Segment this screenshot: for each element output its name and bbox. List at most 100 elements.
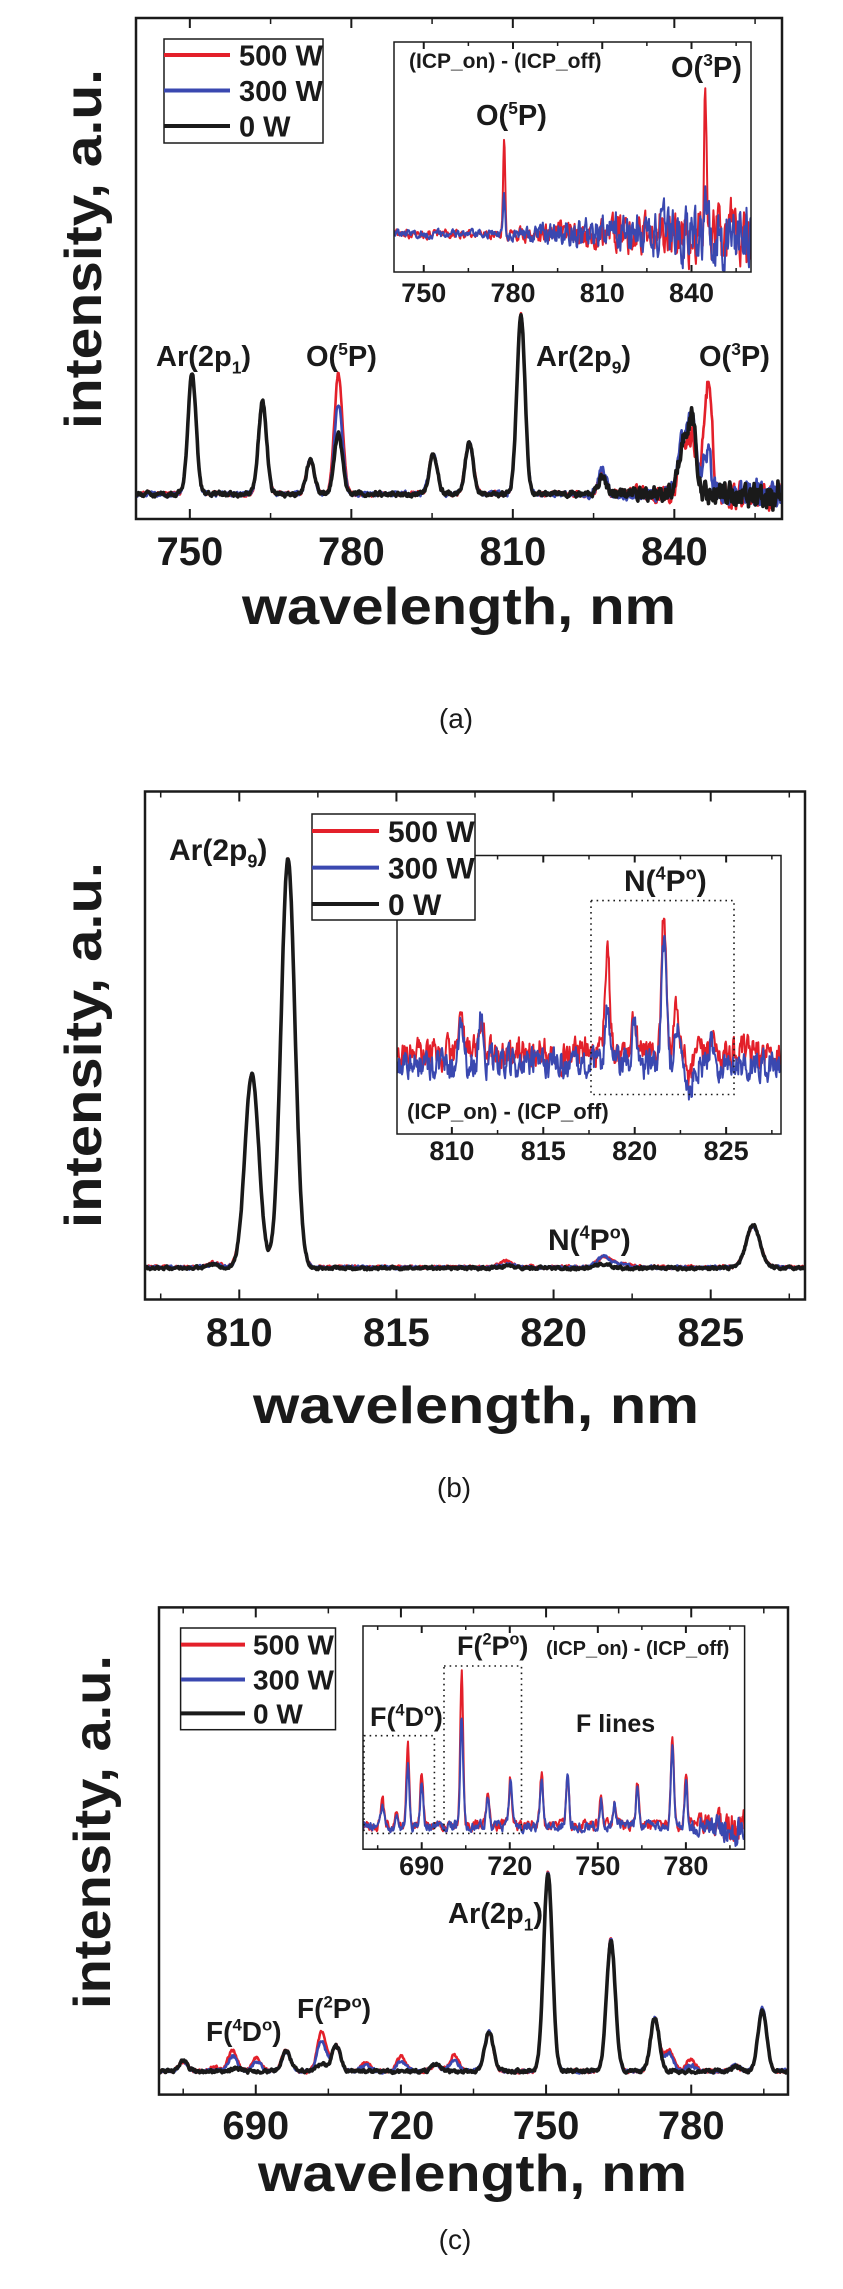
inset-annotation-part: o xyxy=(510,1631,520,1649)
legend-label: 300 W xyxy=(253,1665,334,1696)
legend-entry: 300 W xyxy=(164,76,323,108)
inset-annotation-part: 4 xyxy=(656,864,666,884)
peak-annotation-part: P) xyxy=(348,341,377,373)
inset-series-300w xyxy=(394,185,751,272)
inset-annotation-part: P xyxy=(666,865,686,898)
inset-x-tick-label: 720 xyxy=(487,1851,532,1881)
legend-entry: 300 W xyxy=(181,1665,334,1696)
dotted-highlight-box xyxy=(363,1734,436,1835)
legend-entry: 300 W xyxy=(312,852,475,885)
inset-annotation: F(2Po) xyxy=(457,1631,528,1661)
y-axis-label: intensity, a.u. xyxy=(64,1655,122,2009)
inset-x-tick-label: 780 xyxy=(663,1851,708,1881)
peak-annotation-part: 1 xyxy=(232,357,242,377)
inset-background xyxy=(363,1626,745,1850)
inset-annotation: N(4Po) xyxy=(624,864,707,898)
inset-annotation-part: P) xyxy=(713,52,742,84)
peak-annotation-part: N( xyxy=(548,1224,580,1257)
x-axis-label: wavelength, nm xyxy=(241,578,676,636)
inset-annotation-part: 4 xyxy=(395,1702,404,1720)
peak-annotation-part: P) xyxy=(741,341,770,373)
panel-b: 810 815 820 825 wavelength, nm intensity, a.u… xyxy=(55,790,807,1503)
peak-annotation-part: 5 xyxy=(338,339,348,359)
inset-annotation-part: ) xyxy=(434,1702,443,1732)
main-plot: 750 780 810 840 xyxy=(134,16,784,574)
peak-annotation: F(4Do) xyxy=(206,2015,282,2047)
peak-annotation-part: Ar(2p xyxy=(156,341,232,373)
main-series-0w xyxy=(136,313,782,512)
peak-annotation: Ar(2p1) xyxy=(156,341,251,377)
inset-annotation: F(4Do) xyxy=(370,1702,443,1732)
peak-annotation-part: o xyxy=(610,1223,621,1243)
legend-label: 300 W xyxy=(388,852,475,885)
legend-entry: 500 W xyxy=(312,816,475,849)
main-plot: 690 720 750 780 xyxy=(157,1606,790,2148)
y-axis-label: intensity, a.u. xyxy=(55,69,113,429)
peak-annotation-part: ) xyxy=(257,834,267,867)
inset-annotation: (ICP_on) - (ICP_off) xyxy=(407,1099,609,1124)
main-x-tick-label: 825 xyxy=(677,1311,744,1355)
inset-annotation-part: O( xyxy=(671,52,704,84)
peak-annotation-part: 9 xyxy=(247,852,257,872)
inset-annotation-part: ) xyxy=(519,1631,528,1661)
panel-label: (a) xyxy=(439,703,473,734)
inset-x-tick-label: 780 xyxy=(490,278,535,308)
main-series-0w xyxy=(145,857,805,1272)
legend-entry: 0 W xyxy=(164,111,291,143)
inset-x-tick-label: 820 xyxy=(612,1136,657,1166)
peak-annotation: Ar(2p9) xyxy=(536,341,631,377)
inset-series-500w xyxy=(397,917,781,1087)
dotted-highlight-box xyxy=(590,899,735,1096)
peak-annotation-part: 9 xyxy=(612,357,622,377)
inset-annotation-part: o xyxy=(686,864,697,884)
peak-annotation: O(5P) xyxy=(306,339,377,373)
inset-annotation-part: (ICP_on) - (ICP_off) xyxy=(407,1099,609,1124)
inset-annotation-part: F( xyxy=(370,1702,395,1732)
inset-annotation: O(5P) xyxy=(476,98,547,132)
peak-annotation-part: Ar(2p xyxy=(536,341,612,373)
peak-annotation-part: 2 xyxy=(323,1992,332,2011)
x-axis-label: wavelength, nm xyxy=(252,1377,699,1435)
legend-label: 0 W xyxy=(239,111,291,143)
peak-annotation: Ar(2p9) xyxy=(169,834,267,872)
peak-annotation-part: 3 xyxy=(731,339,741,359)
inset-annotation-part: 2 xyxy=(482,1631,491,1649)
main-plot: 810 815 820 825 xyxy=(143,790,807,1355)
legend-label: 0 W xyxy=(388,889,442,922)
peak-annotation-part: ) xyxy=(272,2016,281,2047)
peak-annotation: O(3P) xyxy=(699,339,770,373)
inset-annotation-part: 3 xyxy=(703,50,713,70)
main-x-tick-label: 720 xyxy=(368,2104,435,2148)
inset-annotation-part: ) xyxy=(697,865,707,898)
peak-annotation-part: O( xyxy=(306,341,339,373)
inset-annotation-part: (ICP_on) - (ICP_off) xyxy=(546,1638,729,1660)
peak-annotation-part: P xyxy=(590,1224,610,1257)
inset-x-tick-label: 690 xyxy=(399,1851,444,1881)
peak-annotation-part: O( xyxy=(699,341,732,373)
legend-entry: 0 W xyxy=(312,889,442,922)
legend-label: 300 W xyxy=(239,76,323,108)
inset-annotation: F lines xyxy=(576,1710,655,1738)
inset-x-tick-label: 750 xyxy=(401,278,446,308)
peak-annotation-part: F( xyxy=(297,1993,324,2024)
main-x-tick-label: 750 xyxy=(513,2104,580,2148)
inset-x-tick-label: 825 xyxy=(704,1136,749,1166)
peak-annotation-part: ) xyxy=(241,341,251,373)
main-x-tick-label: 810 xyxy=(479,530,546,574)
peak-annotation-part: o xyxy=(262,2015,272,2034)
panel-label: (b) xyxy=(437,1472,471,1503)
inset-x-tick-label: 810 xyxy=(429,1136,474,1166)
peak-annotation: F(2Po) xyxy=(297,1992,371,2024)
peak-annotation-part: Ar(2p xyxy=(448,1898,524,1930)
inset-x-tick-label: 815 xyxy=(521,1136,566,1166)
y-axis-label: intensity, a.u. xyxy=(55,862,113,1228)
inset-annotation-part: P) xyxy=(518,100,547,132)
inset-annotation-part: F lines xyxy=(576,1710,655,1738)
